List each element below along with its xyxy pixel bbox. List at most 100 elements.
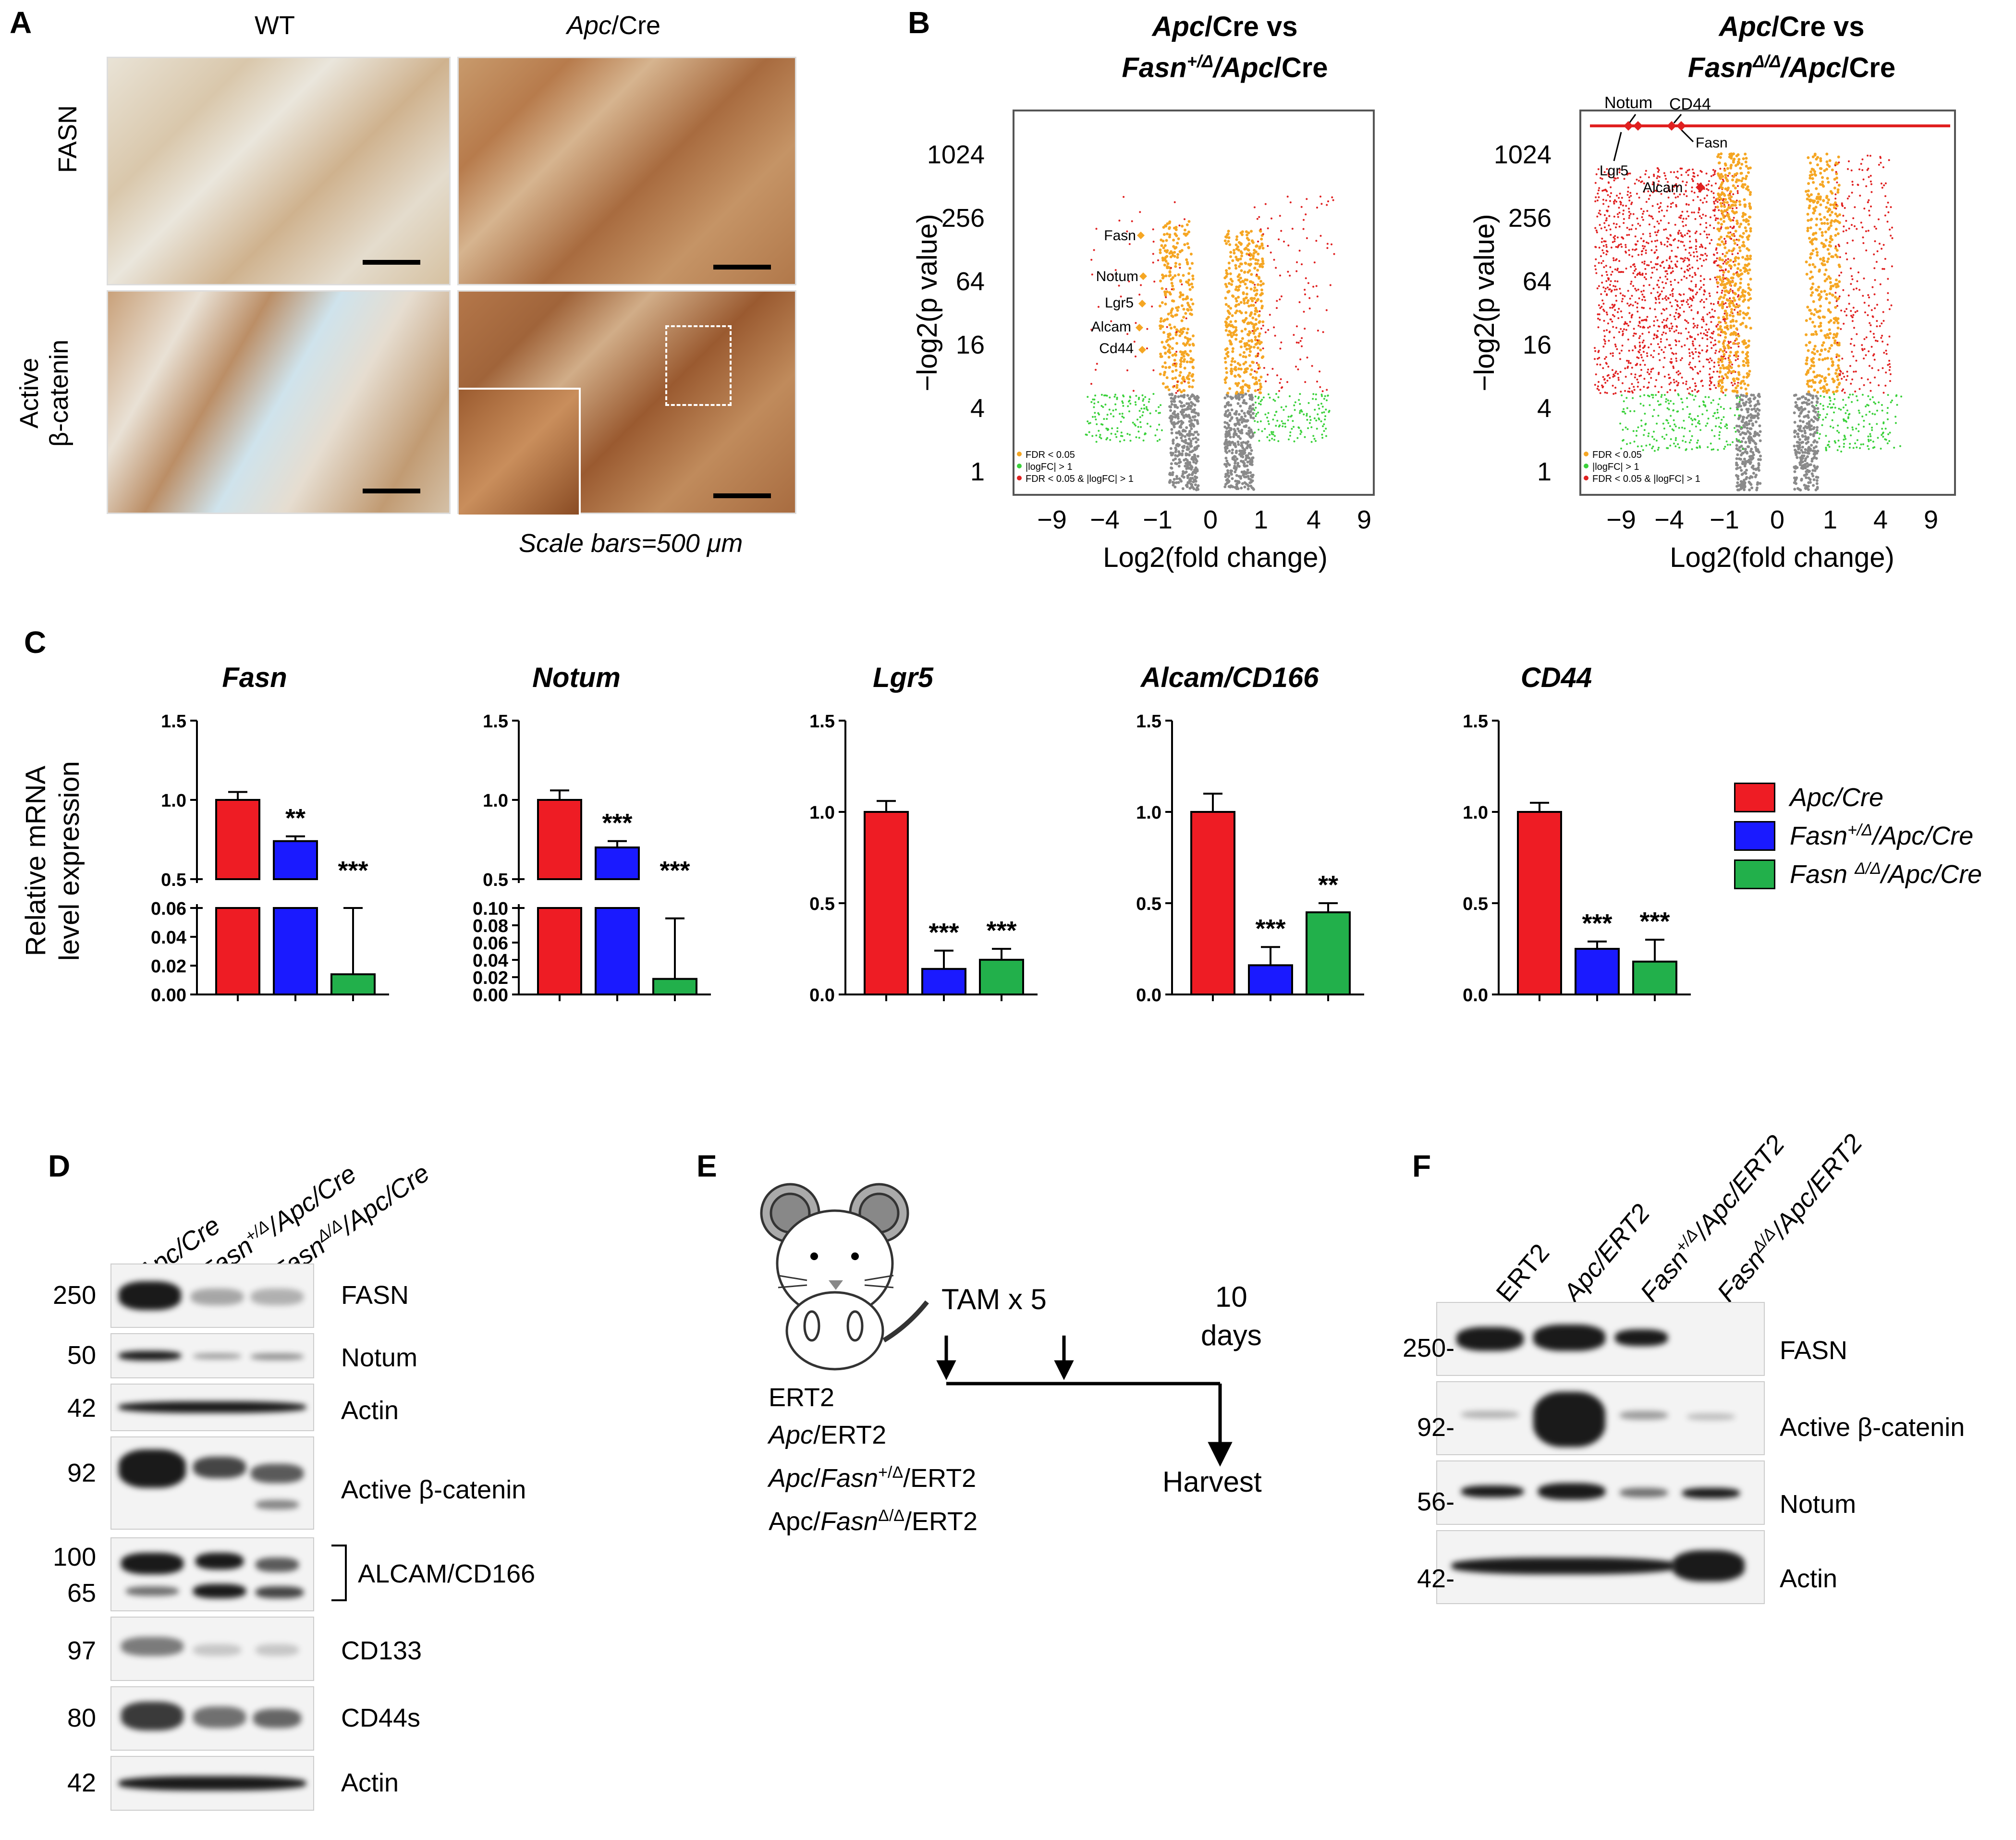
volcano-point <box>1166 385 1169 389</box>
volcano-point <box>1705 172 1708 175</box>
volcano-point <box>1863 277 1865 280</box>
volcano-point <box>1259 283 1262 287</box>
volcano-point <box>1608 340 1610 342</box>
volcano-point <box>1741 472 1744 476</box>
volcano-point <box>1675 312 1677 314</box>
volcano-point <box>1277 440 1280 442</box>
volcano-point <box>1610 192 1612 194</box>
volcano-point <box>1630 316 1633 319</box>
volcano-point <box>1595 268 1597 270</box>
volcano-point <box>1675 329 1677 331</box>
volcano-point <box>1642 319 1644 321</box>
volcano-point <box>1638 375 1641 377</box>
volcano-point <box>1259 400 1262 403</box>
volcano-point <box>1884 214 1886 217</box>
volcano-point <box>1241 230 1244 233</box>
volcano-point <box>1749 288 1752 292</box>
volcano-point <box>1793 421 1796 424</box>
volcano-point <box>1658 180 1660 183</box>
volcano-point <box>1135 322 1137 324</box>
volcano-point <box>1742 380 1745 383</box>
volcano-point <box>1096 423 1098 425</box>
volcano-point <box>1663 394 1666 396</box>
volcano-point <box>1171 284 1174 288</box>
volcano-point <box>1229 307 1233 310</box>
volcano-point <box>1660 202 1662 204</box>
volcano-point <box>1648 176 1650 178</box>
volcano-point <box>1242 299 1246 302</box>
volcano-point <box>1258 391 1261 394</box>
volcano-point <box>1827 181 1830 184</box>
volcano-point <box>1729 166 1733 170</box>
volcano-point <box>1602 203 1605 205</box>
volcano-point <box>1622 271 1625 273</box>
volcano-point <box>1686 299 1689 301</box>
volcano-point <box>1173 325 1176 329</box>
volcano-point <box>1611 307 1613 309</box>
volcano-point <box>1194 483 1197 486</box>
volcano-point <box>1327 200 1329 203</box>
volcano-point <box>1708 180 1710 182</box>
volcano-point <box>1191 274 1195 278</box>
volcano-point <box>1306 418 1308 421</box>
volcano-point <box>1806 414 1809 417</box>
volcano-point <box>1193 478 1196 482</box>
volcano-point <box>1133 423 1136 425</box>
volcano-point <box>1617 216 1619 218</box>
volcano-point <box>1112 409 1114 412</box>
volcano-point <box>1607 194 1609 196</box>
volcano-point <box>1267 227 1269 230</box>
volcano-point <box>1852 307 1855 309</box>
volcano-point <box>1712 370 1715 373</box>
volcano-point <box>1738 203 1742 206</box>
volcano-point <box>1618 211 1621 214</box>
volcano-point <box>1727 341 1730 343</box>
volcano-point <box>1729 341 1732 343</box>
volcano-point <box>1609 331 1611 333</box>
volcano-point <box>1244 361 1247 364</box>
volcano-point <box>1606 168 1608 170</box>
volcano-point <box>1798 419 1802 422</box>
volcano-point <box>1809 218 1812 221</box>
volcano-point <box>1812 357 1815 360</box>
volcano-point <box>1745 229 1748 233</box>
volcano-point <box>1657 263 1659 265</box>
volcano-point <box>1253 312 1257 316</box>
volcano-point <box>1700 254 1702 256</box>
volcano-point <box>1266 417 1268 419</box>
volcano-point <box>1737 238 1740 242</box>
volcano-point <box>1280 406 1283 408</box>
volcano-point <box>1744 258 1747 261</box>
volcano-point <box>1745 401 1748 404</box>
volcano-point <box>1669 377 1671 379</box>
volcano-point <box>1168 220 1172 223</box>
volcano-point <box>1185 376 1189 379</box>
volcano-point <box>1249 484 1253 488</box>
volcano-point <box>1793 444 1796 448</box>
volcano-point <box>1739 295 1742 298</box>
volcano-point <box>1819 324 1822 328</box>
volcano-point <box>1225 275 1228 278</box>
volcano-point <box>1169 479 1172 482</box>
volcano-point <box>1196 399 1199 403</box>
volcano-point <box>1732 207 1734 209</box>
volcano-point <box>1811 405 1814 408</box>
volcano-point <box>1718 297 1721 300</box>
volcano-point <box>1674 223 1676 226</box>
volcano-point <box>1793 430 1796 434</box>
volcano-point <box>1695 285 1697 288</box>
volcano-point <box>1737 179 1741 182</box>
volcano-point <box>1804 466 1807 470</box>
volcano-point <box>1631 367 1633 369</box>
volcano-point <box>1810 472 1814 476</box>
volcano-point <box>1732 342 1735 345</box>
volcano-point <box>1876 340 1879 342</box>
volcano-point <box>1185 484 1188 487</box>
volcano-point <box>1809 170 1813 173</box>
volcano-point <box>1628 249 1630 251</box>
volcano-point <box>1190 282 1193 286</box>
volcano-point <box>1869 322 1871 324</box>
volcano-point <box>1632 285 1635 287</box>
volcano-point <box>1194 462 1197 465</box>
volcano-point <box>1652 337 1655 340</box>
